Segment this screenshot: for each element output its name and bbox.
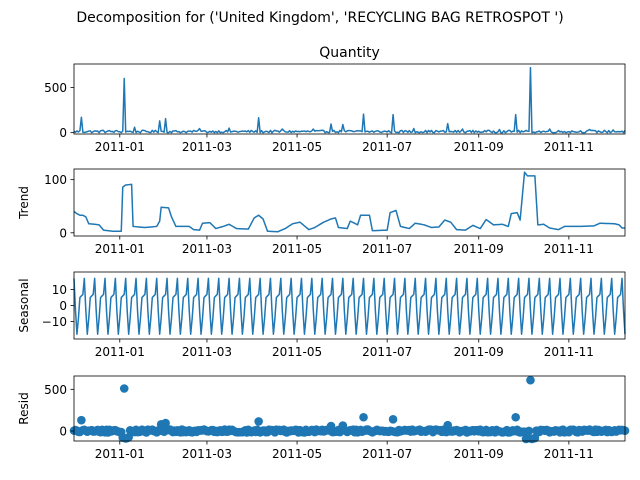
resid-point <box>77 415 86 425</box>
x-tick-label: 2011-07 <box>362 242 412 256</box>
x-tick-label: 2011-07 <box>362 345 412 359</box>
x-tick-label: 2011-03 <box>182 140 232 154</box>
trend-axes-frame <box>73 168 626 237</box>
y-tick-label: 10 <box>52 283 67 297</box>
y-tick-label: 0 <box>59 299 67 313</box>
seasonal-ticks: 2011-01 2011-03 2011-05 2011-07 2011-09 2011-… <box>42 283 594 359</box>
resid-point <box>388 415 398 424</box>
figure-suptitle: Decomposition for ('United Kingdom', 'RE… <box>76 10 563 26</box>
trend-ylabel: Trend <box>17 186 31 220</box>
y-tick-label: 0 <box>59 425 67 439</box>
resid-ylabel: Resid <box>17 392 31 424</box>
resid-point <box>524 426 534 436</box>
trend-line <box>73 171 625 233</box>
x-tick-label: 2011-05 <box>272 140 322 154</box>
panel-seasonal: Seasonal 2011-01 2011-03 2011-05 2011-07 201… <box>17 271 626 359</box>
y-tick-label: 500 <box>44 81 67 95</box>
resid-points <box>69 375 630 444</box>
resid-point <box>530 433 540 443</box>
x-tick-label: 2011-11 <box>544 242 594 256</box>
resid-point <box>359 412 368 422</box>
x-tick-label: 2011-01 <box>95 140 145 154</box>
x-tick-label: 2011-01 <box>95 447 145 461</box>
panel-resid: Resid 2011-01 2011-03 2011-05 2011-07 2011-0… <box>17 375 630 461</box>
x-tick-label: 2011-05 <box>272 447 322 461</box>
resid-point <box>161 418 170 428</box>
x-tick-label: 2011-09 <box>454 242 504 256</box>
resid-point <box>526 375 535 385</box>
seasonal-axes-frame <box>73 271 626 340</box>
seasonal-ylabel: Seasonal <box>17 278 31 332</box>
resid-ticks: 2011-01 2011-03 2011-05 2011-07 2011-09 2011-… <box>44 383 594 461</box>
y-tick-label: 100 <box>44 173 67 187</box>
resid-point <box>511 412 520 422</box>
x-tick-label: 2011-05 <box>272 345 322 359</box>
panel-title: Quantity <box>319 45 380 61</box>
trend-ticks: 2011-01 2011-03 2011-05 2011-07 2011-09 2011-… <box>44 173 594 256</box>
x-tick-label: 2011-01 <box>95 242 145 256</box>
resid-axes-frame <box>73 375 626 442</box>
resid-point <box>254 417 263 426</box>
quantity-series-line <box>73 66 626 134</box>
x-tick-label: 2011-09 <box>454 447 504 461</box>
y-tick-label: −10 <box>42 315 67 329</box>
x-tick-label: 2011-05 <box>272 242 322 256</box>
y-tick-label: 0 <box>59 226 67 240</box>
panel-trend: Trend 2011-01 2011-03 2011-05 2011-07 2011-0… <box>17 168 626 256</box>
seasonal-line <box>73 277 626 335</box>
x-tick-label: 2011-09 <box>454 345 504 359</box>
quantity-ticks: 2011-01 2011-03 2011-05 2011-07 2011-09 2011-… <box>44 81 594 154</box>
seasonal-series-line <box>73 277 626 335</box>
x-tick-label: 2011-03 <box>182 345 232 359</box>
x-tick-label: 2011-03 <box>182 242 232 256</box>
x-tick-label: 2011-09 <box>454 140 504 154</box>
resid-point <box>119 384 129 393</box>
y-tick-label: 500 <box>44 383 67 397</box>
x-tick-label: 2011-01 <box>95 345 145 359</box>
x-tick-label: 2011-03 <box>182 447 232 461</box>
y-tick-label: 0 <box>59 126 67 140</box>
quantity-line <box>73 66 626 134</box>
quantity-axes-frame <box>73 63 626 135</box>
trend-series-line <box>73 171 625 233</box>
x-tick-label: 2011-07 <box>362 140 412 154</box>
x-tick-label: 2011-11 <box>544 140 594 154</box>
x-tick-label: 2011-11 <box>544 447 594 461</box>
panel-quantity: Quantity 2011-01 2011-03 2011-05 2011-07 201… <box>44 45 626 154</box>
x-tick-label: 2011-11 <box>544 345 594 359</box>
x-tick-label: 2011-07 <box>362 447 412 461</box>
